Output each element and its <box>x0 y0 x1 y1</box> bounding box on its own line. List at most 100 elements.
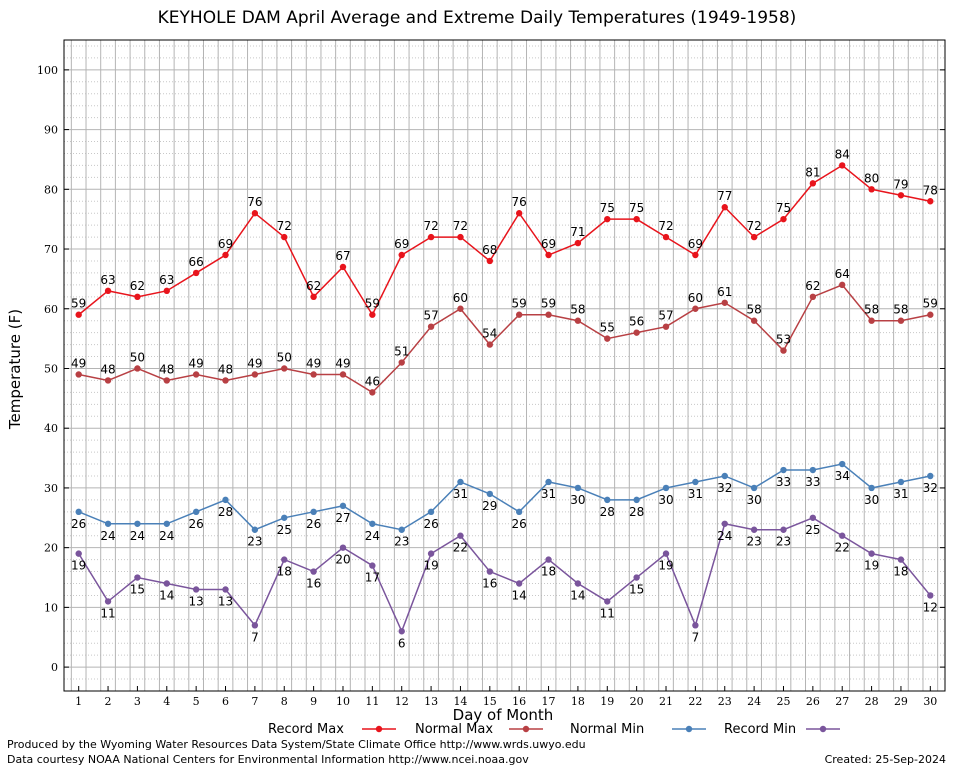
data-point-record-min <box>692 622 699 629</box>
y-tick-label: 80 <box>44 183 58 196</box>
data-label-normal-min: 34 <box>835 469 850 483</box>
data-label-normal-min: 23 <box>394 535 409 549</box>
data-point-normal-min <box>398 526 405 533</box>
y-tick-label: 30 <box>44 482 58 495</box>
data-label-normal-min: 24 <box>159 529 174 543</box>
data-point-normal-max <box>927 311 934 318</box>
x-tick-label: 18 <box>571 695 585 708</box>
data-label-normal-min: 30 <box>864 493 879 507</box>
data-label-normal-min: 33 <box>805 475 820 489</box>
data-point-normal-max <box>545 311 552 318</box>
data-point-normal-max <box>281 365 288 372</box>
data-point-record-max <box>897 192 905 199</box>
data-label-normal-min: 31 <box>688 487 703 501</box>
data-point-record-min <box>750 526 758 533</box>
data-label-normal-max: 54 <box>482 327 497 341</box>
data-point-normal-min <box>515 508 523 516</box>
data-label-record-min: 23 <box>776 535 791 549</box>
data-point-record-min <box>662 550 670 557</box>
data-label-normal-max: 48 <box>218 362 233 376</box>
x-tick-label: 16 <box>512 695 526 708</box>
data-label-normal-min: 28 <box>629 505 644 519</box>
data-label-record-max: 72 <box>423 219 438 233</box>
data-label-normal-max: 56 <box>629 315 644 329</box>
data-point-normal-max <box>192 371 200 378</box>
data-point-normal-min <box>927 472 934 480</box>
data-point-record-max <box>486 257 494 265</box>
data-point-record-min <box>134 574 141 581</box>
data-label-normal-min: 33 <box>776 475 791 489</box>
data-label-record-max: 63 <box>159 273 174 287</box>
x-tick-label: 11 <box>365 695 379 708</box>
data-point-record-max <box>281 233 288 241</box>
data-label-record-max: 75 <box>629 201 644 215</box>
x-tick-label: 25 <box>776 695 790 708</box>
data-label-normal-max: 59 <box>512 297 527 311</box>
data-label-record-max: 77 <box>717 189 732 203</box>
data-point-record-min <box>192 586 200 593</box>
data-point-normal-max <box>809 293 817 301</box>
data-label-normal-min: 26 <box>306 517 321 531</box>
data-point-record-min <box>780 526 787 533</box>
y-tick-label: 100 <box>37 64 58 77</box>
data-label-record-min: 16 <box>306 577 321 591</box>
data-label-record-min: 14 <box>570 588 585 602</box>
x-tick-label: 7 <box>251 695 258 708</box>
series-line-record-max <box>78 164 931 317</box>
data-label-record-max: 62 <box>130 279 145 293</box>
y-tick-label: 90 <box>44 124 58 137</box>
data-label-record-max: 72 <box>658 219 673 233</box>
data-point-record-max <box>310 293 317 301</box>
data-point-record-max <box>104 287 112 295</box>
data-label-normal-max: 64 <box>835 267 850 281</box>
data-label-normal-max: 58 <box>864 303 879 317</box>
data-label-record-min: 13 <box>218 594 233 608</box>
data-label-normal-min: 27 <box>335 511 350 525</box>
series-line-normal-max <box>78 283 931 394</box>
data-point-record-min <box>897 556 905 563</box>
data-point-normal-max <box>251 371 259 378</box>
data-point-record-min <box>369 562 376 569</box>
data-point-record-min <box>251 622 259 629</box>
y-axis-label: Temperature (F) <box>6 308 24 430</box>
data-label-record-min: 11 <box>100 606 115 620</box>
data-label-record-min: 23 <box>746 535 761 549</box>
data-point-normal-min <box>222 496 229 504</box>
data-label-record-max: 76 <box>247 195 262 209</box>
x-tick-label: 24 <box>747 695 761 708</box>
data-label-normal-min: 28 <box>218 505 233 519</box>
chart-title: KEYHOLE DAM April Average and Extreme Da… <box>157 8 797 28</box>
data-point-normal-min <box>486 490 494 498</box>
grid <box>64 40 945 692</box>
data-label-normal-min: 31 <box>541 487 556 501</box>
data-label-record-min: 17 <box>365 571 380 585</box>
data-point-record-min <box>927 592 934 599</box>
legend-marker-normal-max <box>522 725 530 733</box>
data-point-normal-max <box>839 281 846 289</box>
data-point-normal-max <box>75 371 82 378</box>
data-point-record-max <box>750 233 758 241</box>
data-label-record-max: 66 <box>189 255 204 269</box>
data-label-normal-max: 57 <box>658 309 673 323</box>
data-label-normal-max: 46 <box>365 374 380 388</box>
y-tick-label: 0 <box>51 661 58 674</box>
data-point-record-min <box>457 532 464 539</box>
data-point-normal-max <box>134 365 141 372</box>
data-label-record-max: 68 <box>482 243 497 257</box>
data-label-record-min: 19 <box>423 559 438 573</box>
x-tick-label: 15 <box>483 695 497 708</box>
data-point-record-max <box>457 233 464 241</box>
data-point-record-max <box>721 204 728 211</box>
data-point-record-max <box>809 180 817 187</box>
data-label-normal-max: 58 <box>570 303 585 317</box>
data-point-normal-min <box>369 520 376 527</box>
data-point-record-max <box>515 210 523 217</box>
footer-produced-by: Produced by the Wyoming Water Resources … <box>7 738 586 751</box>
data-label-record-min: 11 <box>600 606 615 620</box>
data-point-normal-min <box>134 520 141 527</box>
data-label-record-max: 62 <box>306 279 321 293</box>
data-point-normal-min <box>868 484 875 492</box>
